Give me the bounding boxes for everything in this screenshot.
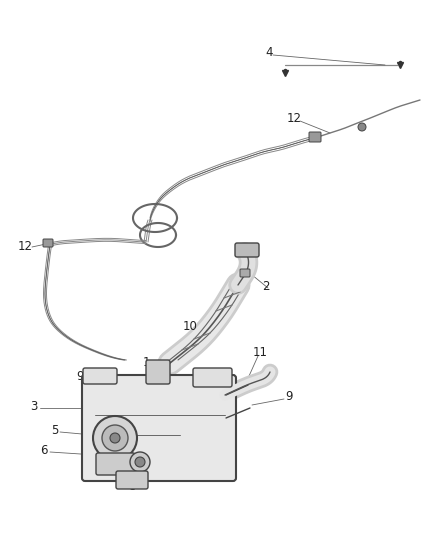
Circle shape [110, 433, 120, 443]
FancyBboxPatch shape [193, 368, 232, 387]
Circle shape [93, 416, 137, 460]
Text: 12: 12 [287, 111, 302, 125]
Text: 5: 5 [51, 424, 58, 437]
Text: 2: 2 [262, 279, 269, 293]
FancyBboxPatch shape [83, 368, 117, 384]
Text: 1: 1 [142, 356, 150, 368]
Circle shape [358, 123, 366, 131]
Text: 9: 9 [285, 390, 293, 402]
FancyBboxPatch shape [116, 471, 148, 489]
FancyBboxPatch shape [235, 243, 259, 257]
Text: 6: 6 [40, 443, 48, 456]
Text: 8: 8 [128, 481, 136, 494]
Text: 11: 11 [253, 345, 268, 359]
Text: 9: 9 [77, 370, 84, 384]
FancyBboxPatch shape [82, 375, 236, 481]
FancyBboxPatch shape [96, 453, 135, 475]
Text: 3: 3 [31, 400, 38, 413]
Text: 12: 12 [18, 239, 33, 253]
FancyBboxPatch shape [309, 132, 321, 142]
Text: 10: 10 [183, 319, 198, 333]
FancyBboxPatch shape [240, 269, 250, 277]
Text: 7: 7 [165, 458, 173, 472]
Circle shape [135, 457, 145, 467]
FancyBboxPatch shape [43, 239, 53, 247]
FancyBboxPatch shape [146, 360, 170, 384]
Text: 4: 4 [265, 45, 272, 59]
Circle shape [130, 452, 150, 472]
Circle shape [102, 425, 128, 451]
